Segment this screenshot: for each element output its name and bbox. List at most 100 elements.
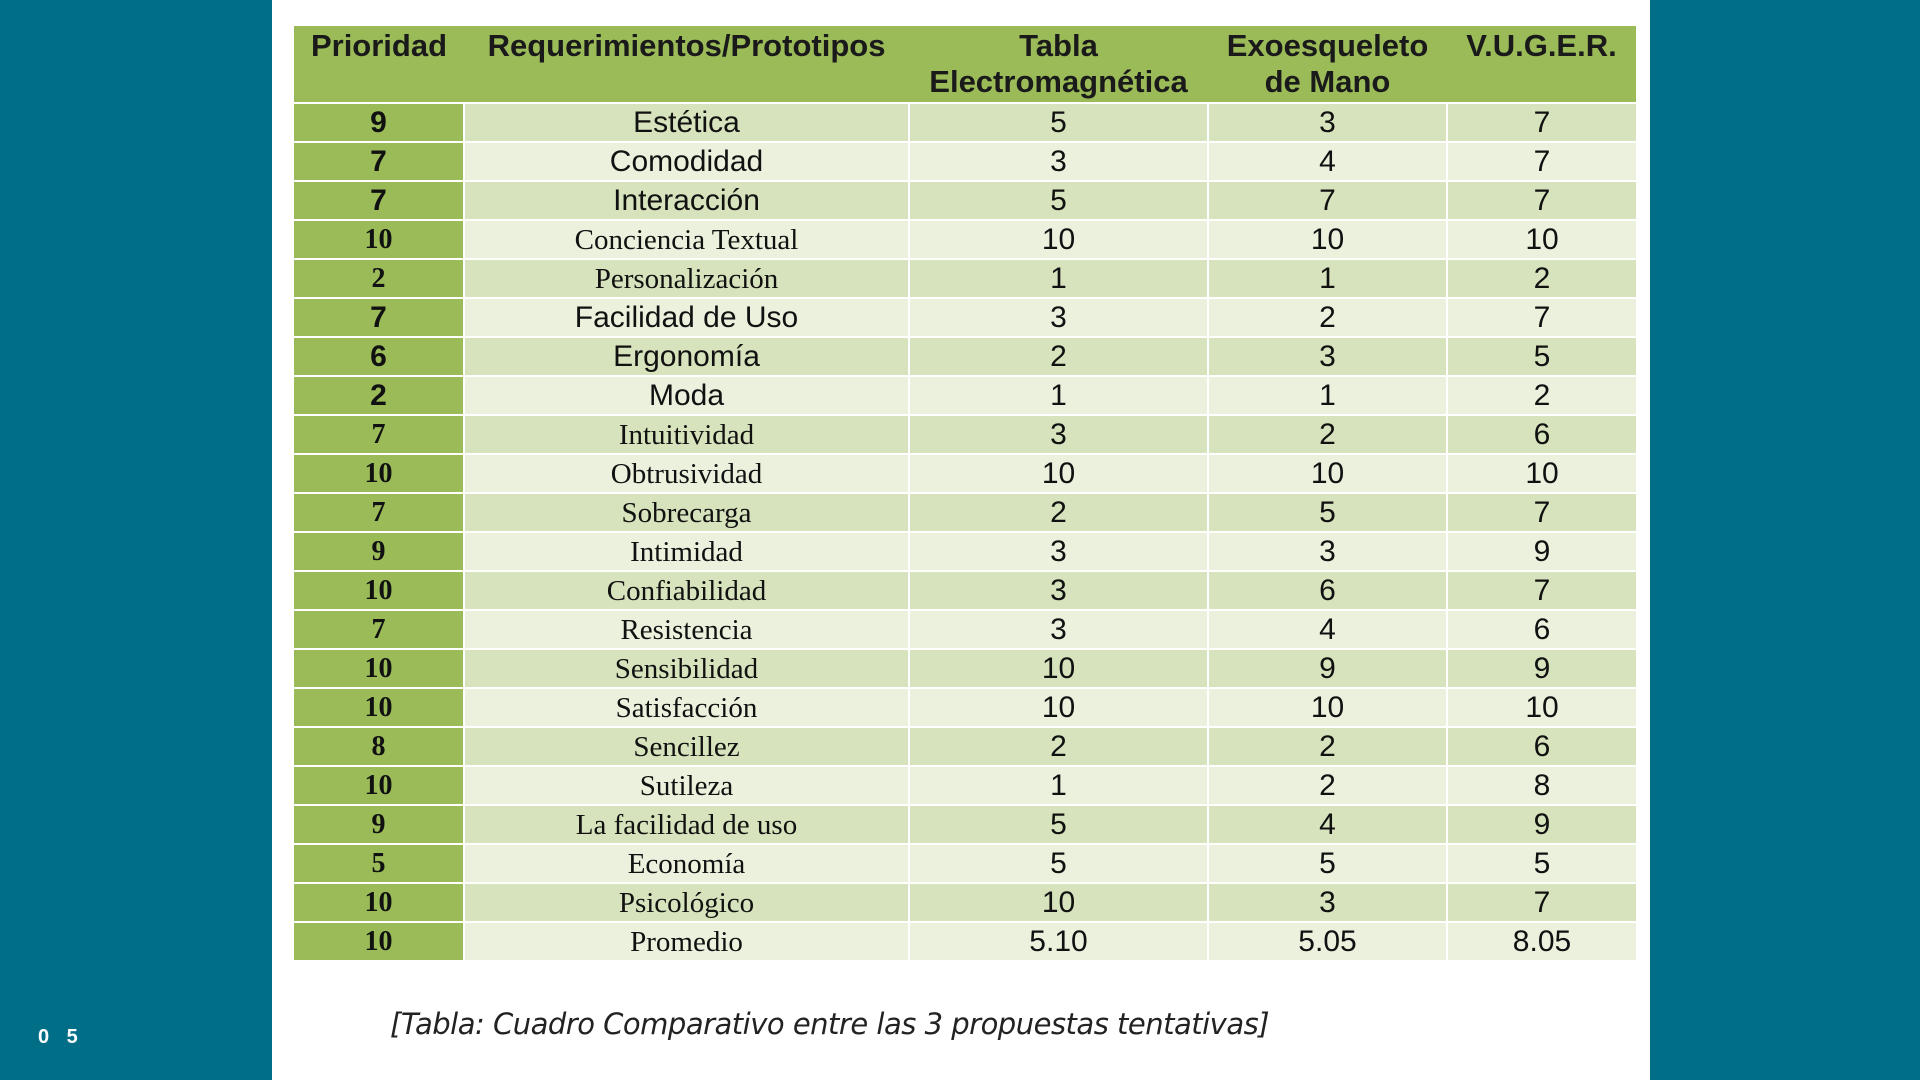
cell-requerimiento: Satisfacción: [463, 687, 909, 727]
cell-requerimiento: Interacción: [463, 180, 909, 220]
cell-prioridad: 2: [294, 258, 464, 298]
cell-tabla-electromagnetica: 3: [908, 531, 1208, 571]
cell-tabla-electromagnetica: 5: [908, 804, 1208, 844]
left-teal-band: [0, 0, 272, 1080]
cell-tabla-electromagnetica: 2: [908, 726, 1208, 766]
cell-exoesqueleto: 10: [1207, 687, 1447, 727]
cell-vuger: 10: [1446, 453, 1636, 493]
cell-prioridad: 7: [294, 492, 464, 532]
cell-vuger: 6: [1446, 726, 1636, 766]
cell-exoesqueleto: 5.05: [1207, 921, 1447, 960]
table-row: 2 Moda 1 1 2: [294, 375, 1636, 415]
table-row: 8 Sencillez 2 2 6: [294, 726, 1636, 766]
table-row: 10 Obtrusividad 10 10 10: [294, 453, 1636, 493]
cell-tabla-electromagnetica: 1: [908, 375, 1208, 415]
cell-prioridad: 10: [294, 648, 464, 688]
header-prioridad: Prioridad: [294, 26, 464, 103]
cell-exoesqueleto: 9: [1207, 648, 1447, 688]
cell-exoesqueleto: 10: [1207, 219, 1447, 259]
cell-exoesqueleto: 7: [1207, 180, 1447, 220]
cell-exoesqueleto: 2: [1207, 726, 1447, 766]
cell-prioridad: 10: [294, 921, 464, 960]
cell-requerimiento: Confiabilidad: [463, 570, 909, 610]
cell-vuger: 5: [1446, 336, 1636, 376]
cell-vuger: 7: [1446, 141, 1636, 181]
cell-tabla-electromagnetica: 5.10: [908, 921, 1208, 960]
cell-vuger: 8.05: [1446, 921, 1636, 960]
table-row: 10 Promedio 5.10 5.05 8.05: [294, 921, 1636, 960]
cell-requerimiento: Facilidad de Uso: [463, 297, 909, 337]
cell-exoesqueleto: 2: [1207, 765, 1447, 805]
table-row: 9 Estética 5 3 7: [294, 102, 1636, 142]
cell-prioridad: 9: [294, 531, 464, 571]
table-row: 7 Resistencia 3 4 6: [294, 609, 1636, 649]
cell-requerimiento: Sencillez: [463, 726, 909, 766]
table-row: 7 Sobrecarga 2 5 7: [294, 492, 1636, 532]
cell-tabla-electromagnetica: 3: [908, 141, 1208, 181]
cell-vuger: 6: [1446, 609, 1636, 649]
cell-prioridad: 10: [294, 765, 464, 805]
cell-vuger: 9: [1446, 531, 1636, 571]
cell-tabla-electromagnetica: 5: [908, 843, 1208, 883]
table-row: 6 Ergonomía 2 3 5: [294, 336, 1636, 376]
cell-exoesqueleto: 4: [1207, 804, 1447, 844]
table-row: 9 Intimidad 3 3 9: [294, 531, 1636, 571]
cell-tabla-electromagnetica: 10: [908, 219, 1208, 259]
cell-tabla-electromagnetica: 2: [908, 492, 1208, 532]
cell-vuger: 7: [1446, 102, 1636, 142]
cell-tabla-electromagnetica: 5: [908, 102, 1208, 142]
cell-requerimiento: Sensibilidad: [463, 648, 909, 688]
cell-requerimiento: Personalización: [463, 258, 909, 298]
cell-tabla-electromagnetica: 3: [908, 570, 1208, 610]
cell-tabla-electromagnetica: 10: [908, 687, 1208, 727]
cell-vuger: 2: [1446, 375, 1636, 415]
cell-vuger: 7: [1446, 180, 1636, 220]
cell-tabla-electromagnetica: 5: [908, 180, 1208, 220]
cell-prioridad: 10: [294, 882, 464, 922]
cell-exoesqueleto: 2: [1207, 414, 1447, 454]
right-teal-band: [1650, 0, 1920, 1080]
cell-exoesqueleto: 10: [1207, 453, 1447, 493]
cell-tabla-electromagnetica: 10: [908, 648, 1208, 688]
cell-tabla-electromagnetica: 1: [908, 258, 1208, 298]
cell-requerimiento: Economía: [463, 843, 909, 883]
cell-vuger: 7: [1446, 297, 1636, 337]
cell-exoesqueleto: 6: [1207, 570, 1447, 610]
cell-tabla-electromagnetica: 3: [908, 297, 1208, 337]
table-row: 10 Satisfacción 10 10 10: [294, 687, 1636, 727]
cell-tabla-electromagnetica: 10: [908, 882, 1208, 922]
cell-prioridad: 10: [294, 687, 464, 727]
cell-exoesqueleto: 5: [1207, 843, 1447, 883]
cell-prioridad: 5: [294, 843, 464, 883]
cell-prioridad: 7: [294, 609, 464, 649]
cell-prioridad: 2: [294, 375, 464, 415]
cell-requerimiento: Promedio: [463, 921, 909, 960]
cell-requerimiento: Resistencia: [463, 609, 909, 649]
cell-requerimiento: Sutileza: [463, 765, 909, 805]
cell-prioridad: 7: [294, 414, 464, 454]
cell-exoesqueleto: 1: [1207, 258, 1447, 298]
comparison-table: Prioridad Requerimientos/Prototipos Tabl…: [294, 26, 1636, 960]
cell-exoesqueleto: 4: [1207, 609, 1447, 649]
table-row: 10 Sutileza 1 2 8: [294, 765, 1636, 805]
cell-tabla-electromagnetica: 3: [908, 609, 1208, 649]
table-row: 9 La facilidad de uso 5 4 9: [294, 804, 1636, 844]
cell-requerimiento: Intuitividad: [463, 414, 909, 454]
cell-prioridad: 7: [294, 297, 464, 337]
cell-requerimiento: La facilidad de uso: [463, 804, 909, 844]
table-row: 7 Facilidad de Uso 3 2 7: [294, 297, 1636, 337]
cell-tabla-electromagnetica: 10: [908, 453, 1208, 493]
cell-prioridad: 7: [294, 180, 464, 220]
cell-exoesqueleto: 2: [1207, 297, 1447, 337]
cell-prioridad: 10: [294, 219, 464, 259]
header-exoesqueleto: Exoesqueleto de Mano: [1208, 26, 1447, 103]
header-requerimientos: Requerimientos/Prototipos: [464, 26, 909, 103]
header-vuger: V.U.G.E.R.: [1447, 26, 1636, 103]
cell-vuger: 5: [1446, 843, 1636, 883]
table-row: 7 Intuitividad 3 2 6: [294, 414, 1636, 454]
cell-tabla-electromagnetica: 2: [908, 336, 1208, 376]
cell-requerimiento: Estética: [463, 102, 909, 142]
table-row: 7 Interacción 5 7 7: [294, 180, 1636, 220]
page-number: 0 5: [38, 1026, 84, 1048]
cell-requerimiento: Intimidad: [463, 531, 909, 571]
